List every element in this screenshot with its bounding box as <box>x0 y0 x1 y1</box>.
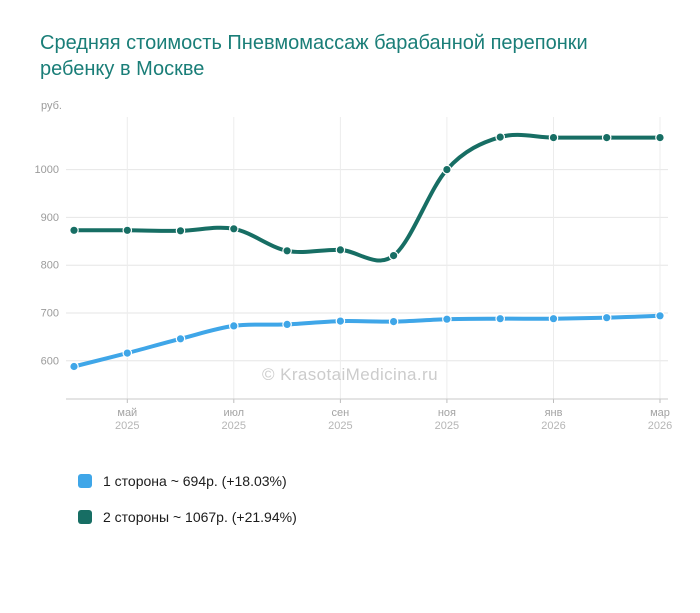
legend-item-side2: 2 стороны ~ 1067р. (+21.94%) <box>78 509 700 525</box>
legend-label-side2: 2 стороны ~ 1067р. (+21.94%) <box>103 508 297 525</box>
svg-text:1000: 1000 <box>35 164 59 176</box>
price-chart-card: Средняя стоимость Пневмомассаж барабанно… <box>0 30 700 525</box>
svg-text:700: 700 <box>41 307 59 319</box>
svg-text:мар: мар <box>650 407 670 419</box>
svg-text:руб.: руб. <box>41 100 62 112</box>
chart-title: Средняя стоимость Пневмомассаж барабанно… <box>40 32 588 81</box>
svg-text:ноя: ноя <box>438 407 456 419</box>
legend-swatch-side1 <box>78 473 92 488</box>
svg-text:900: 900 <box>41 212 59 224</box>
legend-label-side1: 1 сторона ~ 694р. (+18.03%) <box>103 472 287 489</box>
svg-text:янв: янв <box>545 407 563 419</box>
svg-text:сен: сен <box>332 407 350 419</box>
legend-item-side1: 1 сторона ~ 694р. (+18.03%) <box>78 473 700 489</box>
svg-text:2026: 2026 <box>648 420 672 432</box>
legend-swatch-side2 <box>78 509 92 524</box>
svg-text:2025: 2025 <box>328 420 352 432</box>
legend: 1 сторона ~ 694р. (+18.03%) 2 стороны ~ … <box>78 473 700 525</box>
svg-text:600: 600 <box>41 355 59 367</box>
svg-text:2025: 2025 <box>435 420 459 432</box>
svg-text:2025: 2025 <box>115 420 139 432</box>
svg-text:май: май <box>117 407 137 419</box>
svg-text:июл: июл <box>224 407 245 419</box>
line-chart: 6007008009001000май2025июл2025сен2025ноя… <box>35 100 673 432</box>
chart-area: 600 700 800 900 1000 май 2025 июл 2025 сен 2025 ноя… <box>20 97 680 449</box>
svg-text:800: 800 <box>41 259 59 271</box>
svg-text:2026: 2026 <box>541 420 565 432</box>
svg-text:2025: 2025 <box>222 420 246 432</box>
